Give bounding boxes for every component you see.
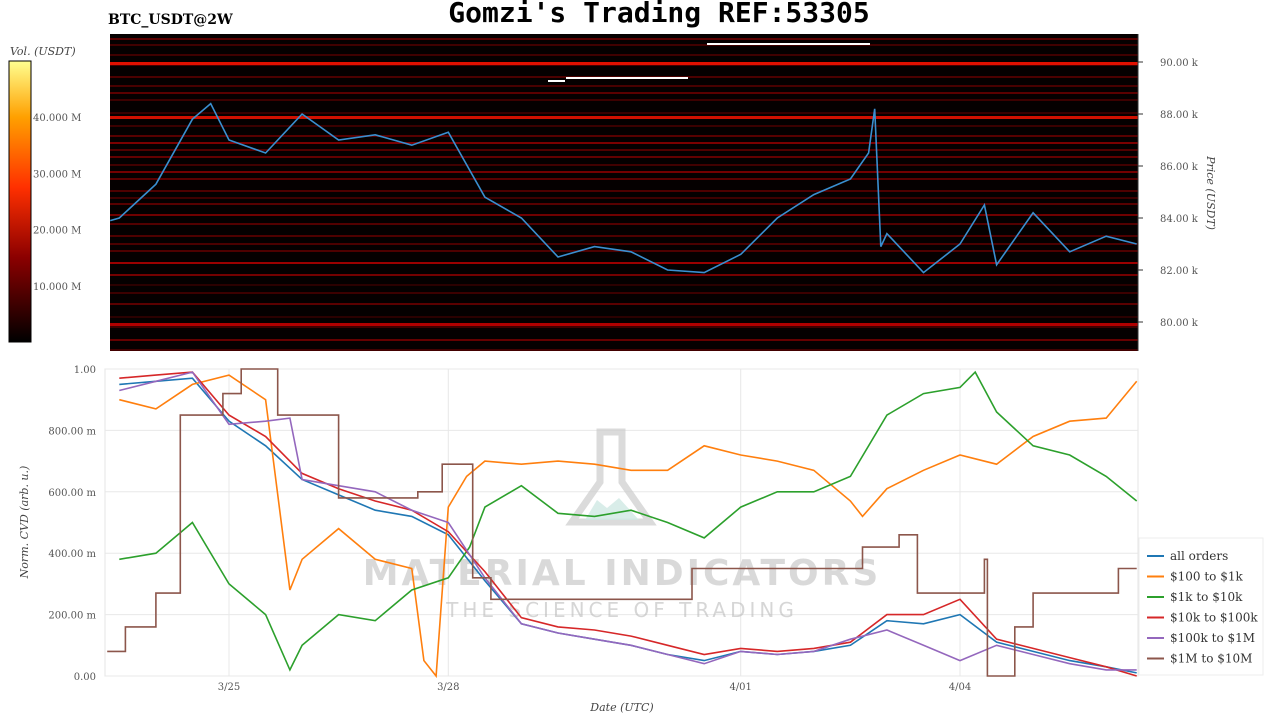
liquidity-band bbox=[110, 171, 1138, 173]
date-tick-label: 3/28 bbox=[437, 682, 459, 693]
price-tick-label: 86.00 k bbox=[1160, 162, 1199, 173]
legend-entry: $100 to $1k bbox=[1170, 570, 1243, 584]
colorbar-label: Vol. (USDT) bbox=[10, 45, 76, 58]
liquidity-band bbox=[110, 156, 1138, 158]
colorbar-tick: 30.000 M bbox=[33, 169, 81, 180]
colorbar-tick: 10.000 M bbox=[33, 282, 81, 293]
liquidity-band bbox=[110, 197, 1138, 199]
liquidity-band bbox=[110, 190, 1138, 192]
cvd-tick-label: 0.00 bbox=[74, 672, 96, 683]
colorbar-tick: 40.000 M bbox=[33, 113, 81, 124]
price-axis-label: Price (USDT) bbox=[1204, 155, 1217, 230]
legend-entry: $1M to $10M bbox=[1170, 652, 1252, 666]
liquidity-band bbox=[110, 142, 1138, 144]
legend-entry: all orders bbox=[1170, 549, 1228, 563]
series-line-5 bbox=[107, 368, 1137, 677]
date-tick-label: 3/25 bbox=[218, 682, 240, 693]
chart-title: Gomzi's Trading REF:53305 bbox=[448, 0, 870, 29]
watermark: MATERIAL INDICATORS THE SCIENCE OF TRADI… bbox=[363, 428, 882, 622]
liquidity-band bbox=[110, 349, 1138, 351]
liquidity-band bbox=[110, 44, 1138, 46]
liquidity-band bbox=[110, 112, 1138, 114]
liquidity-band bbox=[110, 274, 1138, 276]
liquidity-band bbox=[110, 235, 1138, 237]
liquidity-band bbox=[110, 316, 1138, 318]
heatmap-area[interactable] bbox=[110, 34, 1138, 351]
colorbar-tick: 20.000 M bbox=[33, 226, 81, 237]
liquidity-band bbox=[110, 214, 1138, 216]
liquidity-band bbox=[110, 135, 1138, 137]
liquidity-band bbox=[110, 54, 1138, 56]
cvd-tick-label: 1.00 bbox=[74, 365, 96, 376]
cvd-tick-label: 800.00 m bbox=[48, 426, 96, 437]
date-tick-label: 4/04 bbox=[949, 682, 971, 693]
price-line bbox=[109, 102, 1137, 274]
cvd-tick-label: 600.00 m bbox=[48, 488, 96, 499]
price-tick-label: 84.00 k bbox=[1160, 214, 1199, 225]
series-line-3 bbox=[119, 371, 1137, 677]
liquidity-band bbox=[110, 99, 1138, 101]
liquidity-band bbox=[110, 203, 1138, 205]
series-line-4 bbox=[119, 371, 1137, 671]
liquidity-band bbox=[110, 62, 1138, 65]
legend bbox=[1138, 537, 1264, 676]
liquidity-band bbox=[110, 38, 1138, 40]
symbol-label: BTC_USDT@2W bbox=[108, 12, 233, 28]
liquidity-band bbox=[110, 262, 1138, 264]
liquidity-band bbox=[110, 303, 1138, 305]
price-tick-label: 88.00 k bbox=[1160, 110, 1199, 121]
liquidity-band bbox=[110, 323, 1138, 326]
liquidity-band bbox=[110, 243, 1138, 245]
price-tick-label: 80.00 k bbox=[1160, 318, 1199, 329]
legend-entry: $10k to $100k bbox=[1170, 611, 1258, 625]
watermark-line1: MATERIAL INDICATORS bbox=[363, 553, 882, 594]
series-line-1 bbox=[119, 374, 1138, 679]
liquidity-band bbox=[110, 284, 1138, 286]
liquidity-band bbox=[110, 85, 1138, 87]
colorbar bbox=[8, 60, 32, 343]
liquidity-band bbox=[110, 292, 1138, 294]
liquidity-band bbox=[110, 339, 1138, 341]
liquidity-band bbox=[110, 223, 1138, 225]
date-axis-label: Date (UTC) bbox=[589, 701, 653, 714]
legend-entry: $1k to $10k bbox=[1170, 590, 1243, 604]
cvd-tick-label: 400.00 m bbox=[48, 549, 96, 560]
watermark-line2: THE SCIENCE OF TRADING bbox=[445, 598, 798, 622]
legend-entry: $100k to $1M bbox=[1170, 631, 1255, 645]
cvd-tick-label: 200.00 m bbox=[48, 611, 96, 622]
liquidity-band bbox=[110, 116, 1138, 119]
cvd-axis-label: Norm. CVD (arb. u.) bbox=[18, 466, 31, 580]
liquidity-band bbox=[110, 92, 1138, 94]
liquidity-band bbox=[110, 164, 1138, 166]
liquidity-band bbox=[110, 178, 1138, 180]
liquidity-band bbox=[110, 326, 1138, 328]
price-tick-label: 90.00 k bbox=[1160, 58, 1199, 69]
date-tick-label: 4/01 bbox=[729, 682, 751, 693]
series-line-2 bbox=[119, 370, 1138, 672]
price-tick-label: 82.00 k bbox=[1160, 266, 1199, 277]
liquidity-band bbox=[110, 149, 1138, 151]
liquidity-band bbox=[110, 125, 1138, 127]
